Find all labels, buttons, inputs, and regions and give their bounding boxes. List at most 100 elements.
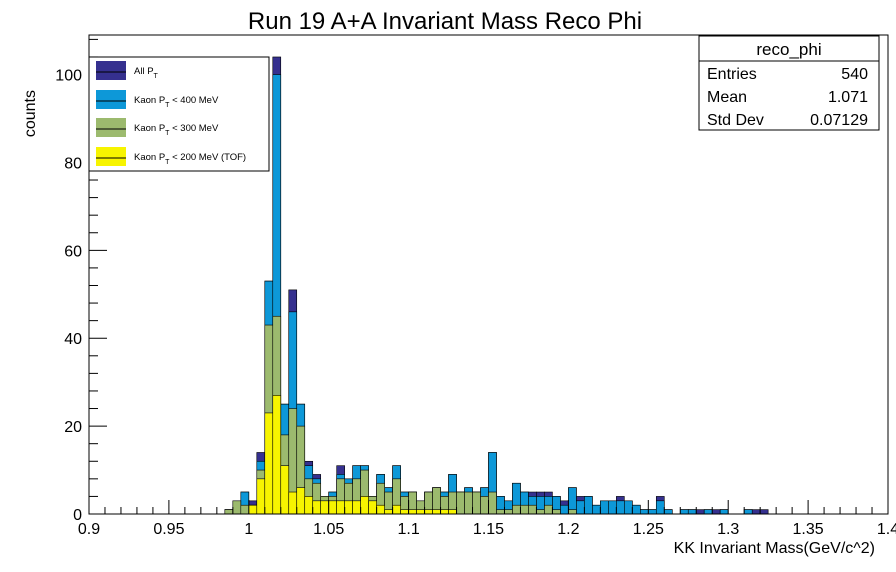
histogram-bar	[719, 509, 729, 515]
histogram-bar	[272, 395, 282, 515]
histogram-bar	[424, 509, 433, 515]
histogram-bar	[312, 500, 322, 515]
legend-label-subscript: T	[165, 159, 170, 166]
legend-label-main: Kaon P	[134, 152, 165, 163]
stats-row-label: Entries	[707, 66, 757, 83]
legend-label-main: Kaon P	[134, 123, 165, 134]
histogram-bar	[416, 509, 425, 515]
x-tick-label: 1.4	[877, 521, 896, 538]
histogram-bar	[711, 509, 721, 515]
histogram-bar	[743, 509, 753, 515]
y-tick-label: 60	[64, 243, 82, 260]
histogram-bar	[456, 491, 465, 515]
histogram-bar	[344, 500, 353, 515]
histogram-bar	[336, 500, 345, 515]
y-tick-label: 0	[73, 507, 82, 524]
legend-swatch	[96, 147, 126, 166]
x-tick-label: 1.3	[717, 521, 739, 538]
histogram-bar	[240, 504, 250, 515]
histogram-bar	[759, 509, 769, 515]
histogram-bar	[608, 500, 617, 515]
legend-label-subscript: T	[165, 102, 170, 109]
stats-row-value: 0.07129	[810, 112, 868, 129]
histogram-bar	[280, 465, 290, 515]
x-tick-label: 1.1	[397, 521, 419, 538]
x-tick-label: 1.35	[793, 521, 824, 538]
histogram-bar	[560, 504, 569, 515]
histogram-bar	[751, 509, 761, 515]
legend-label: Kaon PT < 400 MeV	[134, 95, 219, 109]
histogram-bar	[496, 509, 505, 515]
legend-label: Kaon PT < 300 MeV	[134, 123, 219, 137]
legend-label: Kaon PT < 200 MeV (TOF)	[134, 152, 246, 166]
histogram-bar	[536, 509, 545, 515]
stats-box: reco_phi Entries 540 Mean 1.071 Std Dev 0.071…	[698, 35, 880, 131]
histogram-bar	[695, 509, 705, 515]
histogram-bar	[408, 509, 417, 515]
histogram-bar	[360, 496, 369, 515]
legend-entry: Kaon PT < 200 MeV (TOF)	[96, 147, 246, 166]
histogram-bar	[224, 509, 234, 515]
histogram-bar	[632, 504, 641, 515]
histogram-bar	[464, 491, 473, 515]
histogram-bar	[480, 496, 489, 515]
histogram-bar	[552, 509, 561, 515]
histogram-bar	[576, 500, 585, 515]
x-tick-label: 1.15	[473, 521, 504, 538]
x-tick-label: 1.25	[633, 521, 664, 538]
histogram-bar	[687, 509, 697, 515]
legend-label: All PT	[134, 66, 159, 80]
histogram-bar	[528, 504, 537, 515]
histogram-bar	[488, 491, 497, 515]
legend-label-tail: < 300 MeV	[169, 123, 219, 134]
histogram-bar	[624, 500, 633, 515]
x-tick-label: 0.9	[78, 521, 100, 538]
histogram-bars	[224, 56, 769, 515]
series-1	[224, 56, 769, 515]
x-tick-label: 1.2	[557, 521, 579, 538]
stats-box-title: reco_phi	[756, 40, 821, 59]
histogram-bar	[703, 509, 713, 515]
histogram-bar	[440, 509, 449, 515]
histogram-bar	[640, 509, 649, 515]
stats-row-label: Std Dev	[707, 112, 764, 129]
histogram-bar	[392, 504, 401, 515]
histogram-bar	[384, 509, 393, 515]
histogram-bar	[472, 491, 481, 515]
histogram-bar	[256, 478, 266, 515]
histogram-bar	[368, 500, 377, 515]
stats-row-value: 540	[841, 66, 868, 83]
y-axis-label: counts	[22, 90, 39, 137]
stats-box-frame	[698, 35, 880, 131]
histogram-bar	[655, 500, 665, 515]
x-tick-label: 1.05	[313, 521, 344, 538]
stats-row-label: Mean	[707, 89, 747, 106]
chart-title: Run 19 A+A Invariant Mass Reco Phi	[248, 8, 642, 35]
histogram-bar	[544, 504, 553, 515]
x-axis-label: KK Invariant Mass(GeV/c^2)	[674, 540, 875, 557]
histogram-bar	[288, 491, 298, 515]
histogram-bar	[304, 496, 314, 515]
legend-entry: All PT	[96, 61, 159, 80]
legend-label-main: All P	[134, 66, 154, 77]
histogram-bar	[663, 509, 673, 515]
histogram-bar	[647, 509, 657, 515]
histogram-bar	[248, 504, 258, 515]
y-tick-label: 80	[64, 155, 82, 172]
legend-label-main: Kaon P	[134, 95, 165, 106]
histogram-bar	[600, 500, 609, 515]
histogram-bar	[328, 500, 337, 515]
legend-label-subscript: T	[165, 130, 170, 137]
y-tick-label: 100	[55, 68, 82, 85]
legend-label-subscript: T	[154, 73, 159, 80]
histogram-bar	[592, 504, 601, 515]
histogram-bar	[432, 509, 441, 515]
x-axis: 0.9 0.95 1 1.05 1.1 1.15 1.2 1.25 1.3 1.35 1.4	[78, 500, 896, 538]
y-tick-label: 40	[64, 331, 82, 348]
x-tick-label: 1	[244, 521, 253, 538]
legend-swatch	[96, 90, 126, 109]
legend-swatch	[96, 118, 126, 137]
legend-entry: Kaon PT < 400 MeV	[96, 90, 219, 109]
